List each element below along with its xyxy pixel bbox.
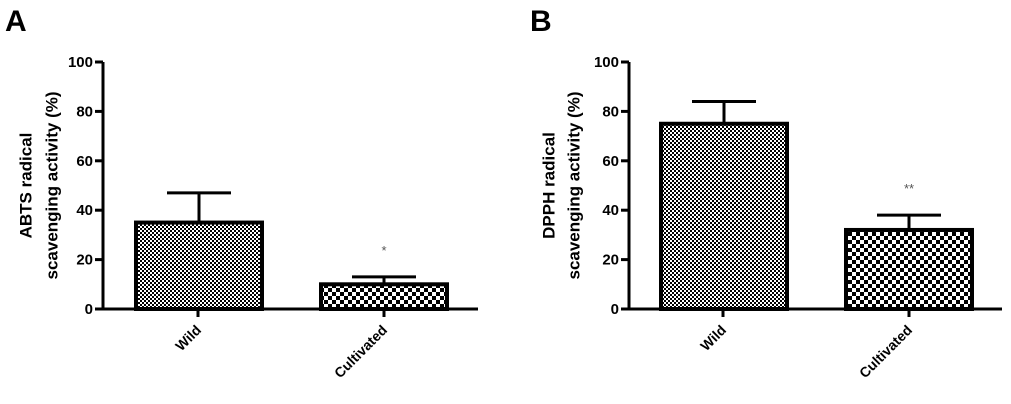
x-tick-label: Cultivated: [331, 322, 390, 381]
y-tick-label: 20: [76, 252, 93, 269]
panel-letter: A: [5, 5, 27, 38]
y-tick-label: 60: [602, 153, 619, 170]
y-tick-label: 20: [602, 252, 619, 269]
y-tick-label: 80: [76, 103, 93, 120]
y-axis-title: scavenging activity (%): [564, 91, 583, 279]
y-tick-label: 40: [76, 202, 93, 219]
bar-wild: [134, 220, 264, 311]
panel-letter: B: [530, 5, 552, 38]
y-tick-label: 40: [602, 202, 619, 219]
bar-cultivated: [844, 227, 974, 312]
y-tick-label: 0: [611, 301, 619, 318]
significance-marker: **: [904, 181, 914, 196]
y-tick-label: 60: [76, 153, 93, 170]
x-tick-label: Wild: [697, 322, 729, 354]
significance-marker: *: [381, 243, 386, 258]
y-tick-label: 80: [602, 103, 619, 120]
chart-panel-b: B 0 20 40 60 80 100 DPPH radical scavenging acti…: [530, 5, 1002, 381]
y-axis-title: scavenging activity (%): [42, 91, 61, 279]
bar-wild: [659, 121, 789, 311]
y-axis-title: DPPH radical: [539, 132, 558, 239]
y-tick-label: 0: [85, 301, 93, 318]
y-axis-title: ABTS radical: [16, 133, 35, 239]
x-tick-label: Cultivated: [856, 322, 915, 381]
y-tick-label: 100: [68, 54, 93, 71]
x-tick-label: Wild: [172, 322, 204, 354]
chart-panel-a: A 0 20 40 60 80 100 ABTS radical scavenging acti…: [5, 5, 478, 381]
y-tick-label: 100: [594, 54, 619, 71]
bar-cultivated: [319, 282, 449, 311]
